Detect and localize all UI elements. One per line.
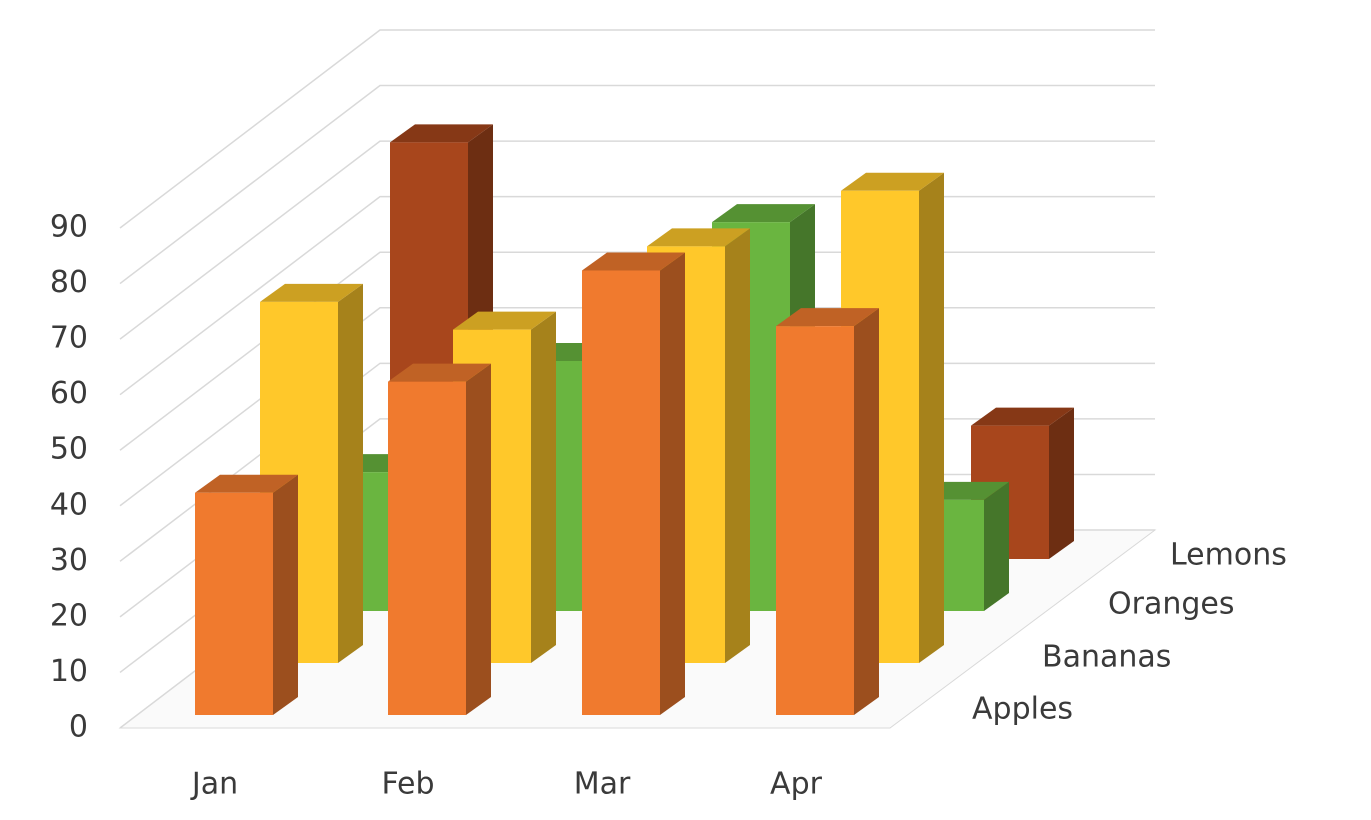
y-tick-label: 60: [50, 376, 88, 411]
series-label: Oranges: [1108, 587, 1234, 622]
bar: [582, 252, 685, 716]
bar-top: [776, 308, 879, 327]
bar-front: [195, 492, 273, 715]
grid-line: [119, 29, 1155, 229]
bar-side: [919, 172, 944, 663]
y-tick-label: 20: [50, 598, 88, 633]
x-tick-label: Feb: [381, 767, 434, 802]
bar-front: [388, 381, 466, 715]
bar-side: [854, 308, 879, 715]
series-label: Apples: [972, 692, 1073, 727]
bar-top: [390, 124, 493, 143]
x-tick-label: Apr: [770, 767, 823, 802]
x-tick-label: Mar: [574, 767, 631, 802]
bar-side: [1049, 407, 1074, 559]
bar-top: [453, 311, 556, 330]
bar-side: [273, 474, 298, 715]
bar-side: [466, 363, 491, 715]
bar-top: [647, 228, 750, 247]
bar-side: [531, 311, 556, 663]
bar-top: [841, 172, 944, 191]
y-tick-label: 50: [50, 432, 88, 467]
y-tick-label: 0: [69, 710, 88, 745]
y-tick-label: 10: [50, 654, 88, 689]
y-tick-label: 30: [50, 543, 88, 578]
y-tick-label: 40: [50, 487, 88, 522]
bar-top: [582, 252, 685, 271]
bar-side: [660, 252, 685, 716]
bar-front: [776, 326, 854, 715]
bar-top: [971, 407, 1074, 426]
bar-top: [195, 474, 298, 493]
grid-line: [119, 84, 1155, 285]
bar: [776, 308, 879, 715]
bar-top: [712, 204, 815, 223]
bar: [195, 474, 298, 715]
bar-side: [725, 228, 750, 664]
bar-front: [582, 270, 660, 715]
x-tick-label: Jan: [190, 767, 238, 802]
bar-top: [260, 283, 363, 302]
grid-line: [119, 140, 1155, 340]
bar: [388, 363, 491, 715]
bar-side: [338, 283, 363, 663]
bar-top: [388, 363, 491, 382]
y-tick-label: 90: [50, 210, 88, 245]
series-label: Lemons: [1170, 538, 1287, 573]
y-tick-label: 80: [50, 265, 88, 300]
bar-side: [984, 481, 1009, 611]
y-tick-label: 70: [50, 321, 88, 356]
series-label: Bananas: [1042, 640, 1171, 675]
